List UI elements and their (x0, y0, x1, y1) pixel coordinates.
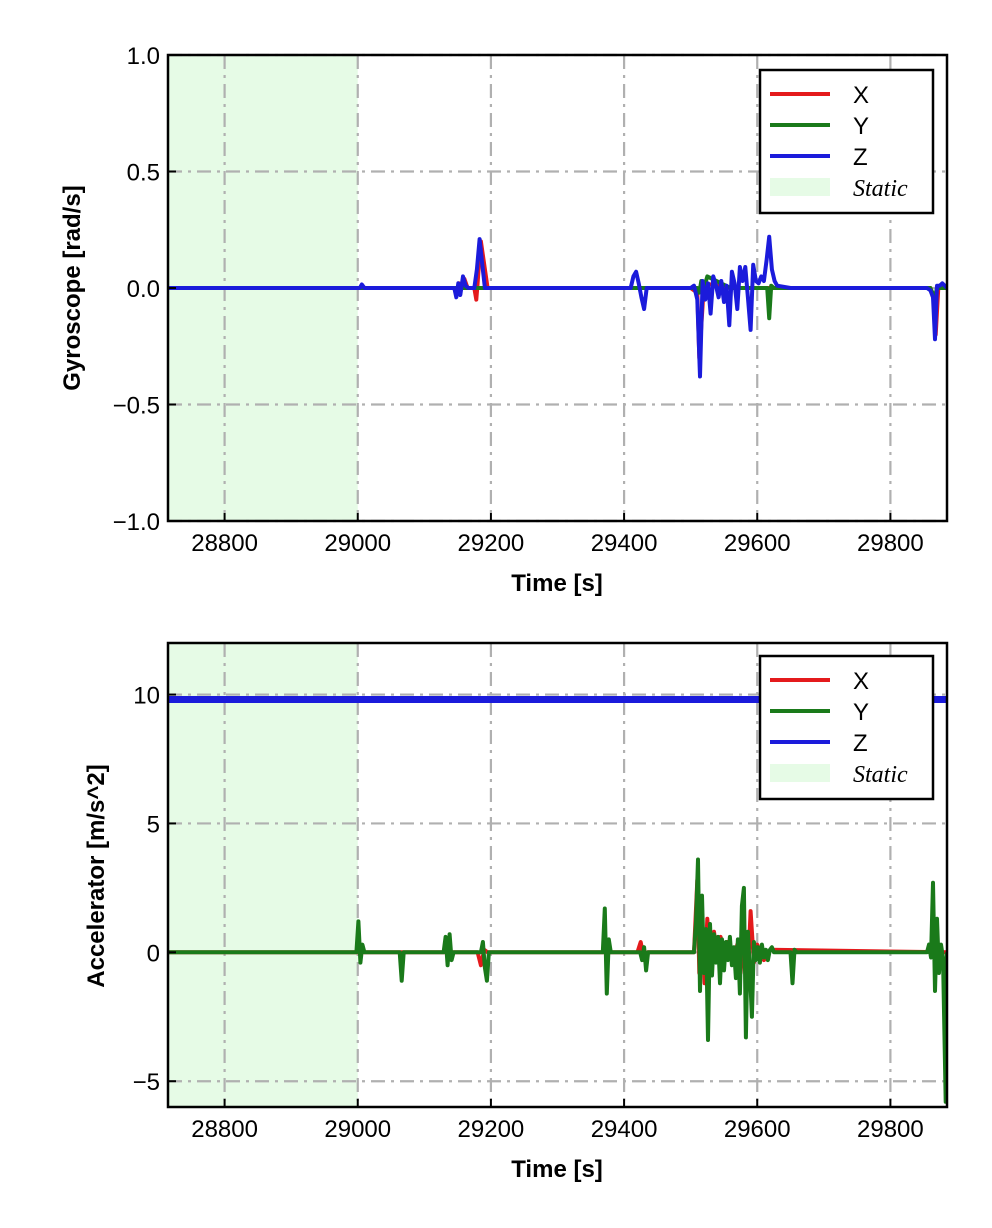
gyroscope-ytick-label: 0.0 (127, 276, 160, 303)
gyroscope-legend: XYZ Static (758, 68, 935, 215)
accelerator-series-y-line (168, 857, 947, 1104)
accelerator-ticks: 28800 29000 29200 29400 29600 29800 −5 0 5 10 (133, 683, 924, 1143)
gyroscope-legend-label-x: X (853, 82, 869, 109)
accelerator-shaded-static (168, 643, 358, 1107)
gyroscope-ytick-label: −0.5 (113, 393, 160, 420)
gyroscope-chart: 28800 29000 29200 29400 29600 29800 −1.0 −0.5 0.… (59, 43, 949, 597)
gyroscope-legend-label-static: Static (853, 176, 908, 202)
accelerator-xlabel: Time [s] (511, 1156, 603, 1183)
accelerator-ytick-label: 0 (147, 940, 160, 967)
gyroscope-xtick-label: 28800 (191, 530, 258, 557)
gyroscope-ytick-label: −1.0 (113, 509, 160, 536)
gyroscope-xtick-label: 29200 (458, 530, 525, 557)
gyroscope-ytick-label: 0.5 (127, 160, 160, 187)
accelerator-legend-label-y: Y (853, 699, 869, 726)
gyroscope-xtick-label: 29600 (724, 530, 791, 557)
accelerator-ytick-label: 10 (133, 683, 160, 710)
gyroscope-xlabel: Time [s] (511, 570, 603, 597)
accelerator-chart: 28800 29000 29200 29400 29600 29800 −5 0 5 10 Tim… (83, 641, 949, 1183)
accelerator-xtick-label: 29000 (324, 1116, 391, 1143)
accelerator-ytick-label: 5 (147, 811, 160, 838)
accelerator-ytick-label: −5 (133, 1069, 160, 1096)
accelerator-ylabel: Accelerator [m/s^2] (83, 764, 110, 987)
accelerator-legend: XYZ Static (758, 654, 935, 801)
accelerator-legend-label-static: Static (853, 762, 908, 788)
gyroscope-legend-label-z: Z (853, 144, 868, 171)
accelerator-legend-label-x: X (853, 668, 869, 695)
gyroscope-xtick-label: 29000 (324, 530, 391, 557)
gyroscope-legend-label-y: Y (853, 113, 869, 140)
accelerator-plot-frame (166, 641, 949, 1109)
gyroscope-xtick-label: 29800 (857, 530, 924, 557)
gyroscope-series (168, 234, 947, 379)
accelerator-xtick-label: 29600 (724, 1116, 791, 1143)
accelerator-legend-swatch-static (770, 764, 830, 782)
gyroscope-series-z-line (168, 234, 947, 379)
accelerator-xtick-label: 29200 (458, 1116, 525, 1143)
gyroscope-xtick-label: 29400 (591, 530, 658, 557)
accelerator-xtick-label: 28800 (191, 1116, 258, 1143)
gyroscope-legend-swatch-static (770, 178, 830, 196)
gyroscope-ylabel: Gyroscope [rad/s] (59, 185, 86, 390)
accelerator-xtick-label: 29400 (591, 1116, 658, 1143)
accelerator-legend-label-z: Z (853, 730, 868, 757)
gyroscope-ticks: 28800 29000 29200 29400 29600 29800 −1.0 −0.5 0.… (113, 43, 924, 557)
gyroscope-ytick-label: 1.0 (127, 43, 160, 70)
accelerator-xtick-label: 29800 (857, 1116, 924, 1143)
